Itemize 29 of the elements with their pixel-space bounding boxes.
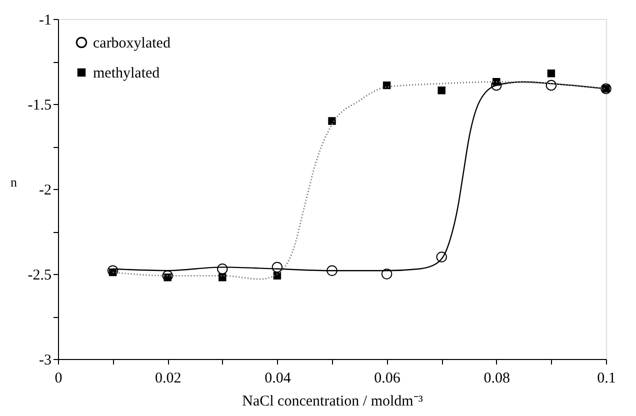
x-axis-title: NaCl concentration / moldm⁻³ bbox=[242, 394, 424, 410]
point bbox=[381, 268, 392, 280]
point bbox=[436, 252, 447, 262]
y-tick-label: -2.5 bbox=[28, 268, 52, 284]
point bbox=[107, 265, 118, 276]
point bbox=[546, 80, 557, 91]
x-tick-label: 0.1 bbox=[597, 370, 616, 386]
x-tick-label: 0 bbox=[54, 370, 62, 386]
legend-label: methylated bbox=[93, 66, 160, 82]
point bbox=[438, 86, 446, 94]
y-axis-title: n bbox=[10, 174, 18, 190]
point bbox=[272, 262, 283, 273]
point bbox=[217, 264, 228, 274]
x-tick-label: 0.02 bbox=[154, 370, 182, 386]
point bbox=[491, 80, 502, 91]
x-tick-label: 0.06 bbox=[374, 370, 401, 386]
x-tick-label: 0.08 bbox=[484, 370, 510, 386]
y-tick-label: -3 bbox=[39, 352, 52, 368]
point bbox=[328, 117, 336, 125]
point bbox=[547, 70, 556, 78]
point bbox=[162, 270, 173, 282]
point bbox=[382, 81, 391, 90]
y-tick-label: -2 bbox=[39, 182, 52, 198]
point bbox=[218, 274, 226, 282]
x-tick-label: 0.04 bbox=[264, 370, 292, 386]
point bbox=[326, 265, 338, 276]
y-tick-label: -1.5 bbox=[28, 98, 52, 114]
legend-label: carboxylated bbox=[93, 36, 171, 52]
y-tick-label: -1 bbox=[39, 12, 52, 28]
